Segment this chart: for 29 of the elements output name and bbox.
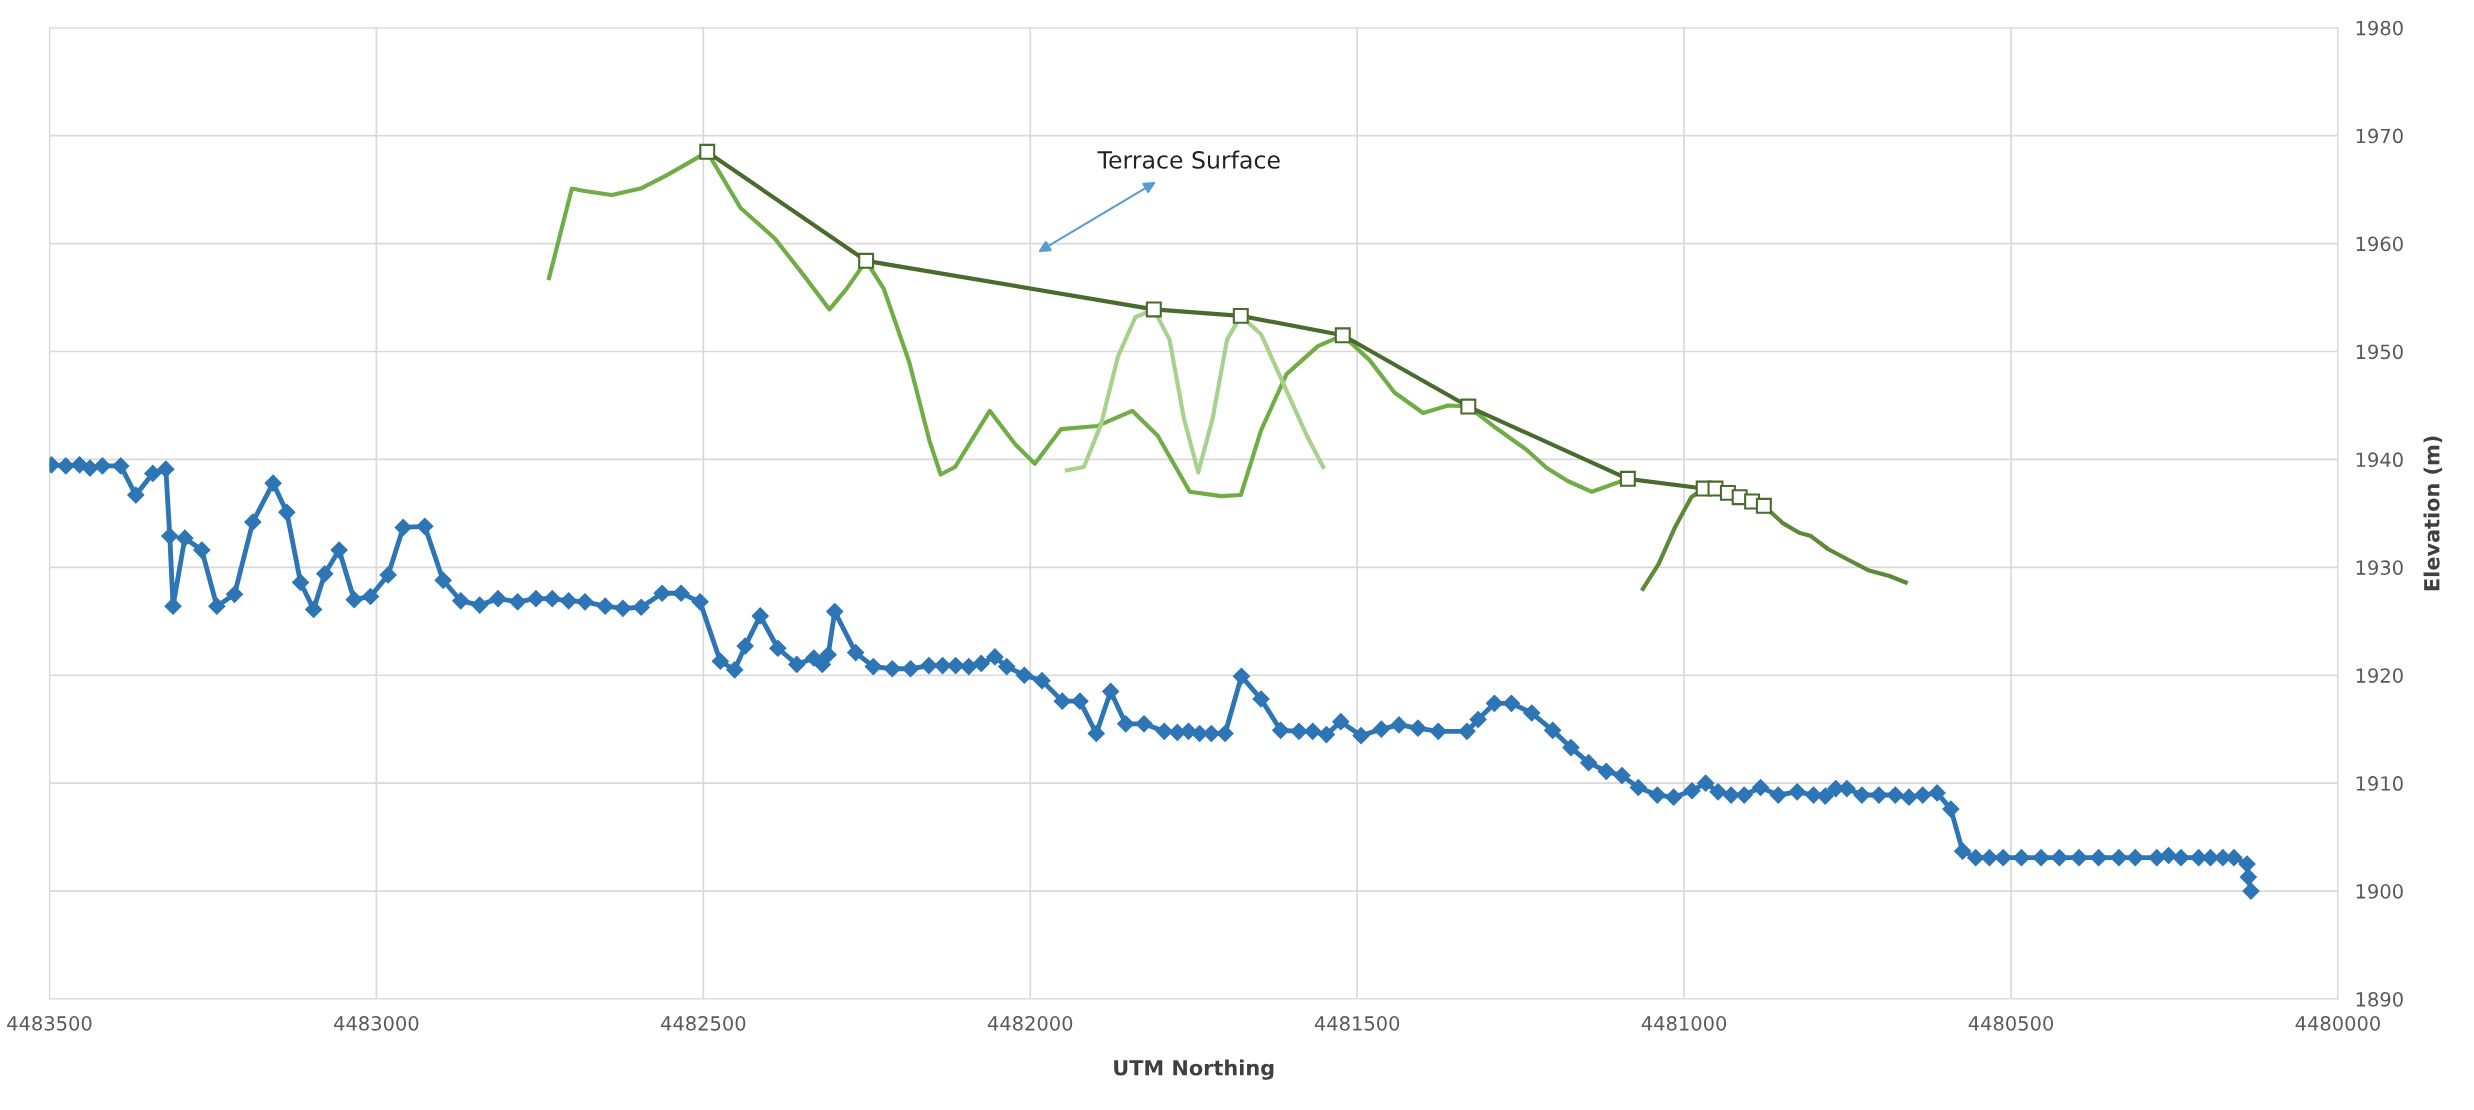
point xyxy=(699,143,716,160)
x-axis-title: UTM Northing xyxy=(1114,1059,1274,1080)
y-tick-label: 1980 xyxy=(2356,20,2403,36)
point xyxy=(1755,497,1772,514)
x-tick-label: 4480500 xyxy=(1968,1016,2054,1031)
y-tick-label: 1970 xyxy=(2356,128,2403,144)
y-tick-label: 1930 xyxy=(2356,560,2403,575)
point xyxy=(1460,398,1477,415)
y-axis-title: Elevation (m) xyxy=(2423,436,2443,591)
point xyxy=(1334,327,1351,344)
point xyxy=(1232,307,1249,324)
y-tick-label: 1900 xyxy=(2356,884,2403,899)
x-tick-label: 4481000 xyxy=(1641,1016,1727,1031)
annotation: Terrace Surface xyxy=(1097,150,1280,169)
point xyxy=(1619,470,1636,487)
point xyxy=(858,252,875,269)
x-tick-label: 4482000 xyxy=(987,1016,1073,1031)
x-tick-label: 4483000 xyxy=(334,1016,419,1031)
point xyxy=(1145,301,1162,318)
y-tick-label: 1890 xyxy=(2356,991,2403,1007)
x-tick-label: 4481500 xyxy=(1314,1016,1400,1031)
y-tick-label: 1960 xyxy=(2356,236,2403,252)
x-tick-label: 4482500 xyxy=(660,1016,746,1031)
y-tick-label: 1910 xyxy=(2356,776,2403,791)
x-tick-label: 4483500 xyxy=(7,1016,92,1031)
y-tick-label: 1940 xyxy=(2356,452,2403,468)
y-tick-label: 1920 xyxy=(2356,668,2403,683)
y-tick-label: 1950 xyxy=(2356,344,2403,360)
x-tick-label: 4480000 xyxy=(2295,1016,2380,1031)
